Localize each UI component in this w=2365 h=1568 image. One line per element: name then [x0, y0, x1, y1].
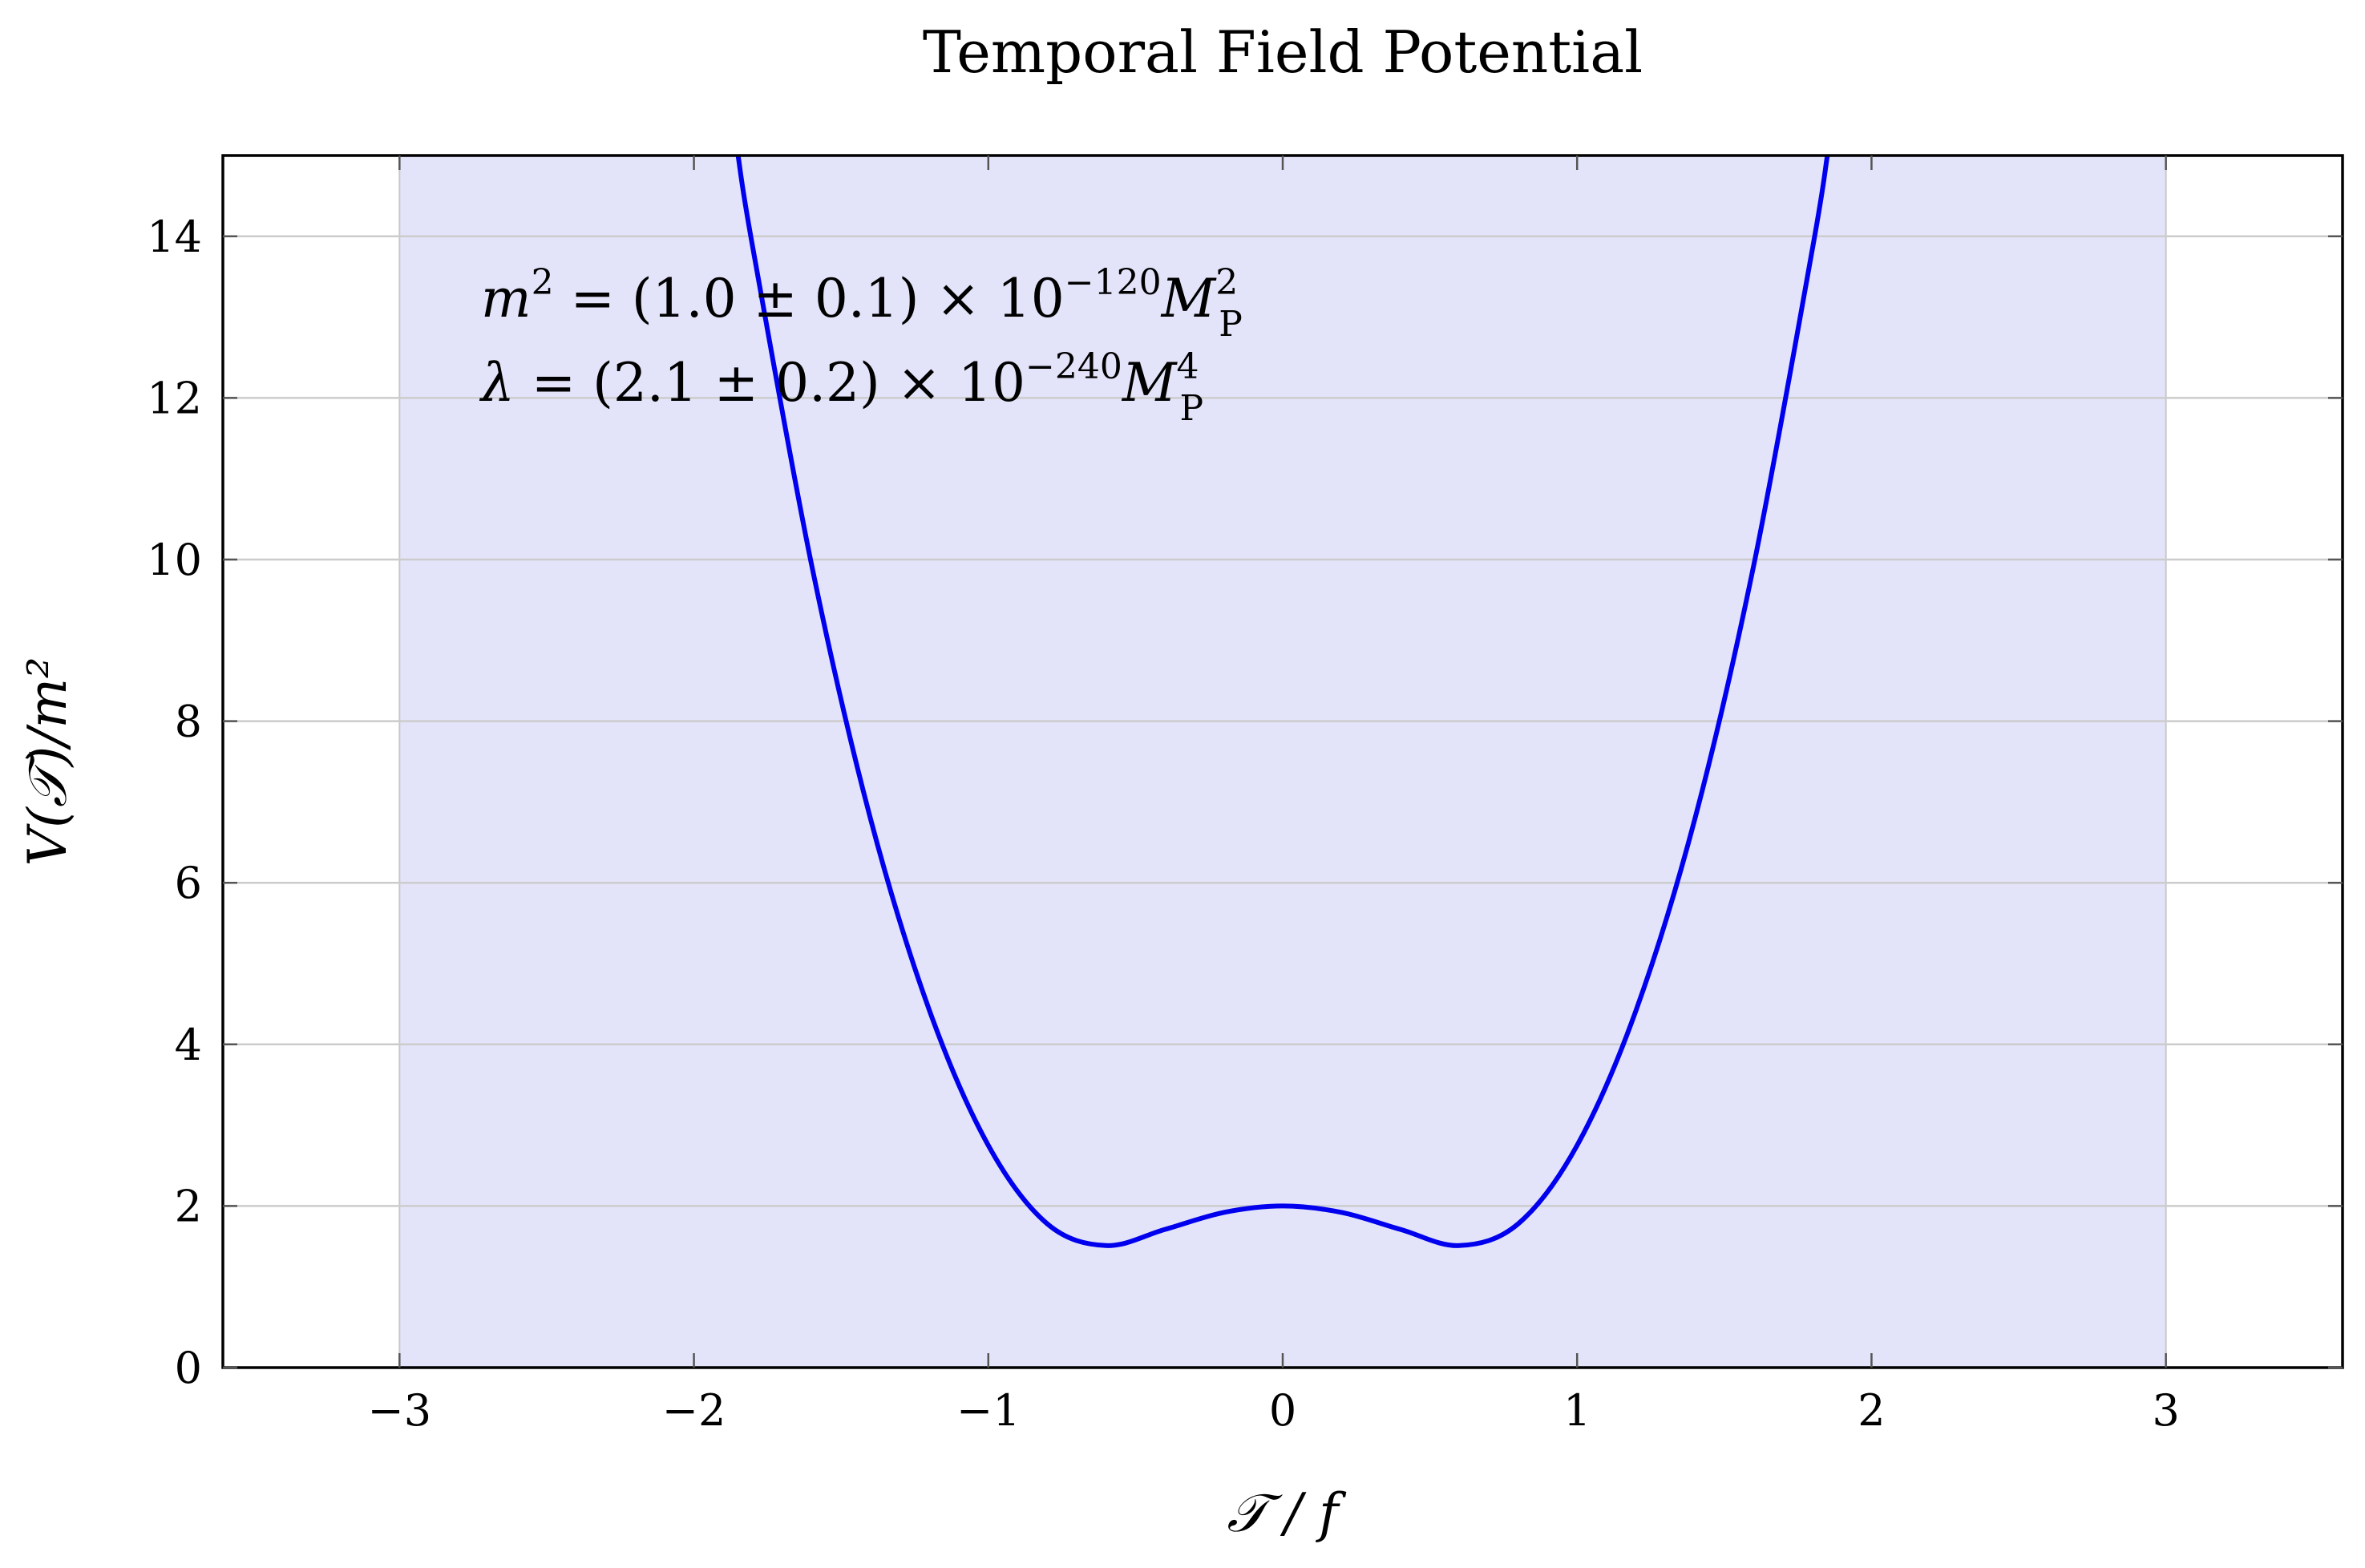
x-tick-label: −1 — [956, 1385, 1021, 1436]
y-tick-label: 2 — [175, 1181, 202, 1231]
x-tick-label: 1 — [1563, 1385, 1591, 1436]
x-axis-label: 𝒯 / f — [1227, 1482, 1347, 1544]
y-tick-label: 10 — [147, 535, 202, 585]
y-tick-label: 4 — [175, 1020, 202, 1070]
y-tick-label: 14 — [147, 212, 202, 262]
y-tick-label: 8 — [175, 697, 202, 747]
annotation-m2: m2 = (1.0 ± 0.1) × 10−120M2 P — [481, 262, 1243, 345]
annotation-lambda: λ = (2.1 ± 0.2) × 10−240M4 P — [479, 346, 1203, 429]
y-tick-label: 0 — [175, 1343, 202, 1393]
x-tick-label: 2 — [1858, 1385, 1885, 1436]
x-tick-label: −3 — [368, 1385, 432, 1436]
x-tick-label: 0 — [1269, 1385, 1296, 1436]
grid-layer — [223, 235, 2343, 1207]
x-tick-label: −2 — [662, 1385, 726, 1436]
y-tick-label: 6 — [175, 858, 202, 908]
shaded-region — [398, 155, 2167, 1368]
chart-title: Temporal Field Potential — [923, 18, 1643, 86]
series-layer — [735, 156, 1830, 1248]
y-tick-label: 12 — [147, 373, 202, 423]
annotation-layer: m2 = (1.0 ± 0.1) × 10−120M2 Pλ = (2.1 ± 0… — [479, 262, 1243, 429]
shaded-region-layer — [398, 155, 2167, 1368]
y-axis-label: V(𝒯)/m² — [17, 657, 79, 867]
x-tick-label: 3 — [2152, 1385, 2179, 1436]
series-line — [735, 156, 1830, 1248]
